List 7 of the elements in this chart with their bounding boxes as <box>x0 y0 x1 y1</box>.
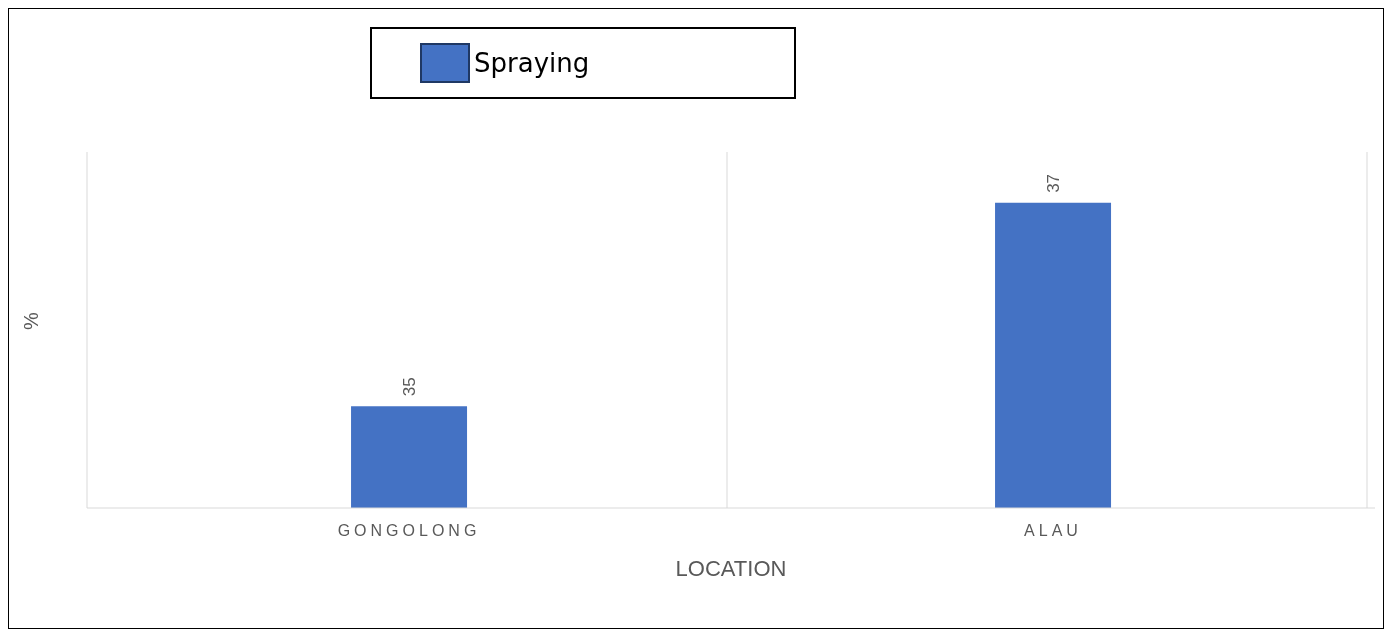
data-label: 37 <box>1043 173 1063 193</box>
legend-label: Spraying <box>473 47 590 80</box>
y-axis-title: % <box>20 312 43 330</box>
data-label: 35 <box>399 377 419 397</box>
x-tick-label: GONGOLONG <box>337 522 481 539</box>
x-tick-label: ALAU <box>1024 522 1082 539</box>
x-axis-title: LOCATION <box>675 556 787 581</box>
